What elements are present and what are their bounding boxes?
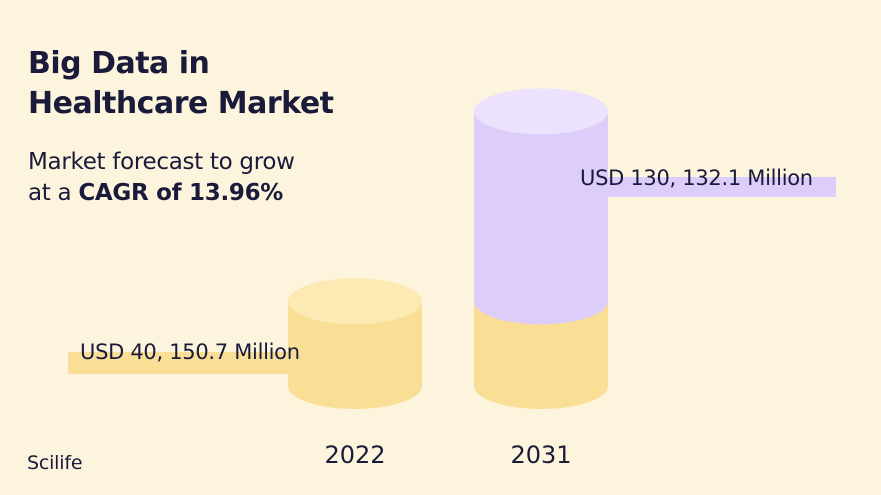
cylinder-2031-top (474, 88, 608, 135)
subtitle-line2-prefix: at a (28, 180, 79, 206)
cylinder-2022-body (288, 301, 422, 409)
chart-title: Big Data in Healthcare Market (28, 46, 334, 121)
subtitle-cagr: CAGR of 13.96% (78, 180, 284, 206)
subtitle-line1: Market forecast to grow (28, 149, 295, 175)
chart-subtitle: Market forecast to grow at a CAGR of 13.… (28, 147, 408, 209)
value-label-2031: USD 130, 132.1 Million (580, 166, 813, 190)
label-connector-2031 (600, 177, 836, 197)
label-connector-2022 (68, 352, 290, 374)
year-label-2022: 2022 (324, 441, 386, 469)
scilife-logo: Scilife (27, 452, 83, 474)
value-label-2022: USD 40, 150.7 Million (80, 340, 300, 364)
cylinder-2031-base (474, 301, 608, 409)
cylinder-2031-growth (474, 111, 608, 325)
cylinder-2022-top (288, 278, 422, 325)
year-label-2031: 2031 (510, 441, 572, 469)
